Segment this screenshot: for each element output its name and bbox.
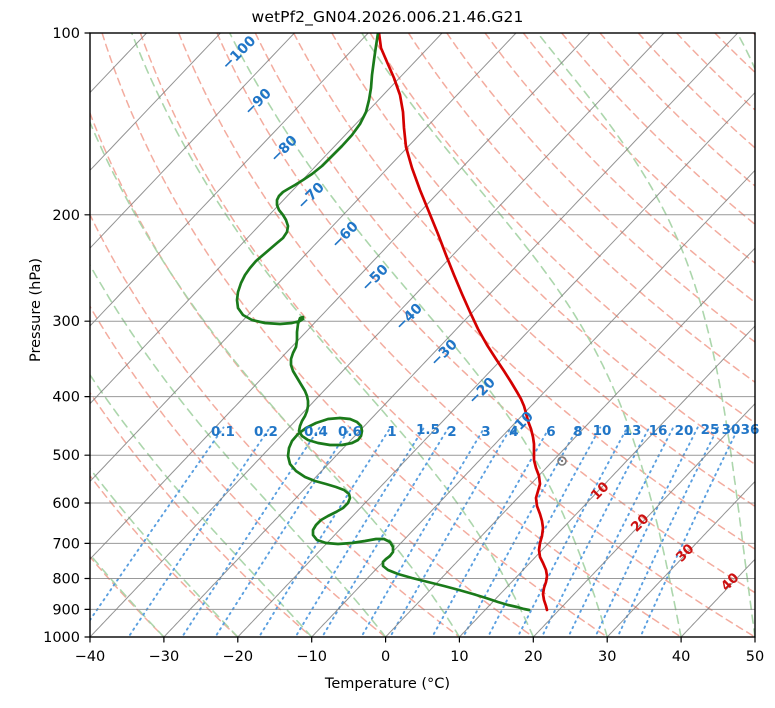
mixing-ratio-label: 36: [741, 422, 760, 438]
x-tick-label: 20: [524, 649, 542, 665]
y-tick-label: 100: [52, 26, 80, 42]
mixing-ratio-label: 0.4: [304, 424, 328, 440]
plot-border: [89, 32, 756, 638]
mixing-ratio-label: 25: [701, 422, 720, 438]
x-tick-label: −30: [149, 649, 180, 665]
lcl-marker-center: [560, 459, 564, 463]
x-tick-label: 10: [450, 649, 468, 665]
mixing-ratio-label: 13: [623, 423, 642, 439]
mixing-ratio-label: 3: [481, 424, 490, 440]
mixing-ratio-label: 0.1: [211, 424, 235, 440]
mixing-ratio-label: 16: [649, 423, 668, 439]
x-axis-title: Temperature (°C): [324, 676, 451, 692]
y-tick-label: 200: [52, 208, 80, 224]
mixing-ratio-label: 0.6: [338, 424, 362, 440]
y-tick-label: 900: [52, 602, 80, 618]
x-tick-label: −20: [222, 649, 253, 665]
chart-title: wetPf2_GN04.2026.006.21.46.G21: [251, 8, 524, 26]
isotherm-lines: [90, 33, 755, 637]
mixing-ratio-label: 2: [447, 424, 456, 440]
plot-markers: [557, 456, 567, 466]
mixing-ratio-label: 20: [675, 423, 694, 439]
mixing-ratio-label: 30: [722, 422, 741, 438]
y-tick-label: 700: [52, 536, 80, 552]
x-tick-label: 0: [381, 649, 390, 665]
y-tick-label: 600: [52, 496, 80, 512]
mixing-ratio-label: 4: [509, 424, 518, 440]
isobar-gridlines: [90, 33, 755, 637]
x-tick-label: −40: [75, 649, 106, 665]
y-axis-ticks: 100 200 300 400 500 600 700 800 900 1000: [43, 26, 91, 646]
x-tick-label: 50: [746, 649, 764, 665]
lcl-marker: [557, 456, 567, 466]
mixing-ratio-label: 1: [387, 424, 396, 440]
moist-adiabat-lines: [90, 33, 755, 637]
y-tick-label: 500: [52, 448, 80, 464]
x-tick-label: 40: [672, 649, 690, 665]
y-tick-label: 400: [52, 390, 80, 406]
sounding-curves: [235, 33, 549, 612]
y-tick-label: 1000: [43, 630, 80, 646]
mixing-ratio-label: 0.2: [254, 424, 278, 440]
x-tick-label: 30: [598, 649, 616, 665]
x-axis-ticks: −40 −30 −20 −10 0 10 20 30 40 50: [75, 636, 764, 665]
y-tick-label: 800: [52, 571, 80, 587]
plot-background: [90, 33, 755, 637]
dry-adiabat-lines: [90, 33, 755, 637]
y-tick-label: 300: [52, 314, 80, 330]
mixing-ratio-label: 10: [593, 423, 612, 439]
curve-dewpoint: [235, 33, 531, 612]
mixing-ratio-lines: [90, 426, 740, 637]
curve-temperature: [377, 33, 549, 612]
y-axis-title: Pressure (hPa): [28, 258, 44, 363]
mixing-ratio-label: 8: [573, 424, 582, 440]
x-tick-label: −10: [296, 649, 327, 665]
mixing-ratio-label: 1.5: [416, 422, 440, 438]
mixing-ratio-label: 6: [546, 424, 555, 440]
